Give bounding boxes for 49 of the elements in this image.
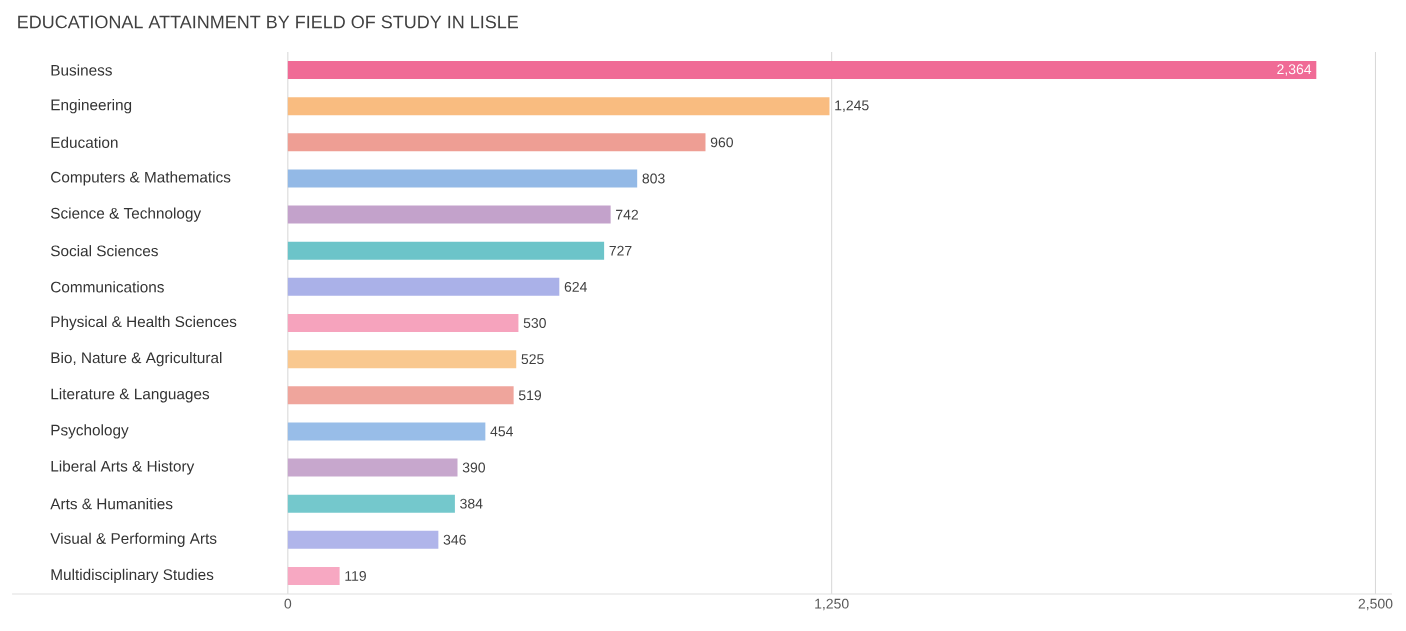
bar bbox=[287, 169, 638, 188]
data-label: 346 bbox=[443, 534, 466, 545]
bar bbox=[287, 458, 458, 477]
x-tick-label: 0 bbox=[284, 598, 292, 609]
y-tick-label: Communications bbox=[51, 281, 164, 293]
y-tick-label: Liberal Arts & History bbox=[51, 460, 195, 475]
y-tick-label: Bio, Nature & Agricultural bbox=[51, 351, 222, 367]
y-tick-label: Science & Technology bbox=[50, 207, 202, 222]
data-label: 2,364 bbox=[1277, 64, 1312, 76]
bar bbox=[287, 350, 517, 369]
bar bbox=[287, 61, 1317, 80]
bar bbox=[287, 277, 560, 296]
data-label: 454 bbox=[490, 426, 513, 437]
data-label: 519 bbox=[518, 390, 542, 401]
bar bbox=[287, 133, 706, 152]
bar bbox=[287, 494, 455, 513]
x-tick-label: 1,250 bbox=[815, 598, 849, 611]
y-tick-label: Education bbox=[51, 136, 118, 148]
y-tick-label: Social Sciences bbox=[50, 245, 158, 257]
y-tick-label: Business bbox=[51, 64, 112, 76]
y-tick-label: Literature & Languages bbox=[51, 388, 210, 403]
data-label: 960 bbox=[710, 137, 734, 148]
bar bbox=[287, 205, 611, 224]
bar bbox=[287, 241, 605, 260]
data-label: 742 bbox=[616, 209, 638, 220]
bar bbox=[287, 97, 830, 116]
bar bbox=[287, 386, 514, 405]
y-tick-label: Computers & Mathematics bbox=[51, 171, 231, 186]
data-label: 1,245 bbox=[835, 100, 869, 112]
y-tick-label: Arts & Humanities bbox=[50, 498, 173, 510]
bar bbox=[287, 313, 519, 332]
chart-title: EDUCATIONAL ATTAINMENT BY FIELD OF STUDY IN LISLE bbox=[18, 15, 519, 29]
data-label: 525 bbox=[521, 354, 544, 365]
y-tick-label: Multidisciplinary Studies bbox=[51, 568, 214, 584]
data-label: 803 bbox=[642, 173, 665, 184]
y-tick-label: Engineering bbox=[51, 99, 132, 114]
data-label: 530 bbox=[523, 318, 546, 328]
y-tick-label: Physical & Health Sciences bbox=[51, 315, 237, 331]
data-label: 727 bbox=[609, 245, 632, 256]
data-label: 119 bbox=[345, 570, 366, 581]
x-tick-label: 2,500 bbox=[1358, 598, 1393, 611]
bar bbox=[287, 530, 439, 549]
data-label: 624 bbox=[564, 281, 587, 292]
data-label: 384 bbox=[460, 498, 483, 509]
bar bbox=[287, 422, 486, 441]
y-tick-label: Psychology bbox=[51, 424, 129, 439]
data-label: 390 bbox=[462, 462, 486, 473]
bar bbox=[287, 566, 340, 585]
y-tick-label: Visual & Performing Arts bbox=[50, 532, 217, 547]
